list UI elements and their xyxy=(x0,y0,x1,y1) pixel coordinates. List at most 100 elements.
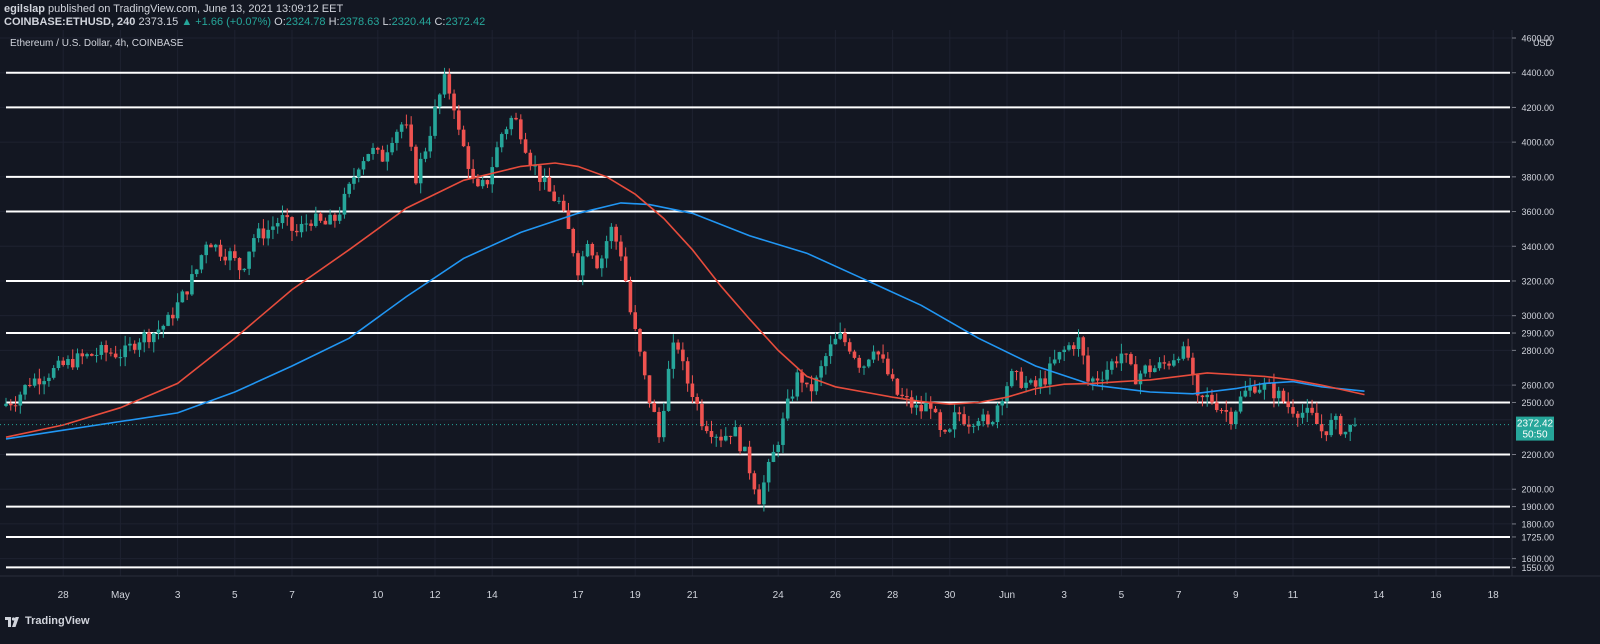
candle-body xyxy=(757,489,761,505)
candle-body xyxy=(657,411,661,438)
candle-body xyxy=(990,422,995,425)
candle-body xyxy=(132,343,137,350)
candle-body xyxy=(1105,369,1109,380)
candle-body xyxy=(1324,431,1329,436)
candle-body xyxy=(204,244,208,256)
candle-body xyxy=(752,473,757,490)
high-label: H: xyxy=(328,16,340,28)
candle-body xyxy=(123,345,127,358)
price-tag-countdown: 50:50 xyxy=(1522,430,1547,441)
price-label: 3800.00 xyxy=(1521,172,1554,182)
time-label: Jun xyxy=(999,590,1015,601)
price-label: 3600.00 xyxy=(1521,207,1554,217)
candle-body xyxy=(1224,409,1229,412)
candle-body xyxy=(1038,378,1043,387)
candle-body xyxy=(8,403,13,406)
candle-body xyxy=(252,238,256,252)
candle-body xyxy=(552,191,556,202)
candle-body xyxy=(447,74,452,94)
candle-body xyxy=(871,351,876,360)
candle-body xyxy=(652,402,657,412)
candle-body xyxy=(890,374,895,379)
candle-body xyxy=(776,444,780,452)
candle-body xyxy=(99,345,104,355)
candle-body xyxy=(576,253,580,276)
candle-body xyxy=(1019,371,1024,388)
candle-body xyxy=(161,325,166,330)
candle-body xyxy=(1248,386,1252,391)
candle-body xyxy=(399,124,404,132)
candle-body xyxy=(1119,353,1124,364)
candle-body xyxy=(66,359,70,366)
candle-body xyxy=(1348,424,1352,432)
price-label: 3400.00 xyxy=(1521,242,1554,252)
candle-body xyxy=(1100,379,1105,381)
price-label: 1800.00 xyxy=(1521,519,1554,529)
candle-body xyxy=(566,210,571,229)
candle-body xyxy=(185,291,189,295)
candle-body xyxy=(466,146,471,169)
candle-body xyxy=(919,405,923,412)
candle-body xyxy=(542,177,547,183)
candle-body xyxy=(585,243,590,257)
time-axis[interactable] xyxy=(0,576,1600,606)
candle-body xyxy=(247,251,251,269)
candle-body xyxy=(790,396,795,399)
candle-body xyxy=(42,381,46,385)
candle-body xyxy=(928,402,933,409)
candle-body xyxy=(561,200,566,211)
tradingview-logo[interactable]: TradingView xyxy=(4,614,90,628)
price-label: 2000.00 xyxy=(1521,485,1554,495)
candle-body xyxy=(1110,361,1114,370)
candle-body xyxy=(943,429,947,432)
candle-body xyxy=(676,342,680,350)
publish-info: egilslap published on TradingView.com, J… xyxy=(4,3,343,15)
candle-body xyxy=(609,226,614,242)
candle-body xyxy=(1334,416,1338,420)
candle-body xyxy=(118,357,123,359)
candle-body xyxy=(376,147,380,150)
low-label: L: xyxy=(382,16,392,28)
footer: TradingView xyxy=(0,606,1600,644)
candle-body xyxy=(1210,394,1214,403)
candle-body xyxy=(785,398,790,419)
candle-body xyxy=(633,312,637,330)
candle-body xyxy=(23,384,27,395)
current-price-tag: 2372.42 50:50 xyxy=(1516,416,1554,441)
candle-body xyxy=(28,384,32,386)
candle-body xyxy=(1276,390,1281,399)
candle-body xyxy=(1062,349,1066,353)
candle-body xyxy=(857,357,862,368)
candle-body xyxy=(771,451,776,462)
price-label: 1600.00 xyxy=(1521,554,1554,564)
price-axis[interactable] xyxy=(1512,30,1600,576)
candle-body xyxy=(85,354,89,357)
candle-body xyxy=(1214,402,1219,410)
candle-body xyxy=(395,131,399,143)
candle-body xyxy=(714,436,719,438)
candle-body xyxy=(1014,371,1019,373)
price-chart[interactable]: 4600.00 4400.00 4200.00 4000.00 3800.00 3600.… xyxy=(0,30,1600,606)
price-label: 4200.00 xyxy=(1521,103,1554,113)
price-label: 4400.00 xyxy=(1521,68,1554,78)
price-label: 1900.00 xyxy=(1521,502,1554,512)
candle-body xyxy=(1029,380,1033,383)
candle-body xyxy=(533,165,537,167)
candle-body xyxy=(1167,363,1171,366)
candle-body xyxy=(647,375,652,403)
candle-body xyxy=(700,403,704,427)
candle-body xyxy=(1033,380,1038,387)
price-label: 1550.00 xyxy=(1521,563,1554,573)
price-label: 2800.00 xyxy=(1521,346,1554,356)
candle-body xyxy=(619,241,623,257)
chart-area[interactable]: 4600.00 4400.00 4200.00 4000.00 3800.00 3600.… xyxy=(0,30,1600,606)
candle-body xyxy=(433,106,437,136)
price-label: 1725.00 xyxy=(1521,532,1554,542)
time-axis-labels: 28 May 3 5 7 10 12 14 17 19 21 24 26 28 30 Jun 3 5 7 9 11 14 1… xyxy=(58,590,1500,601)
candle-body xyxy=(1071,345,1076,350)
candle-body xyxy=(1043,378,1047,385)
candle-body xyxy=(151,333,156,343)
candle-body xyxy=(571,228,576,254)
candle-body xyxy=(1281,390,1286,402)
publisher-name[interactable]: egilslap xyxy=(4,3,45,15)
